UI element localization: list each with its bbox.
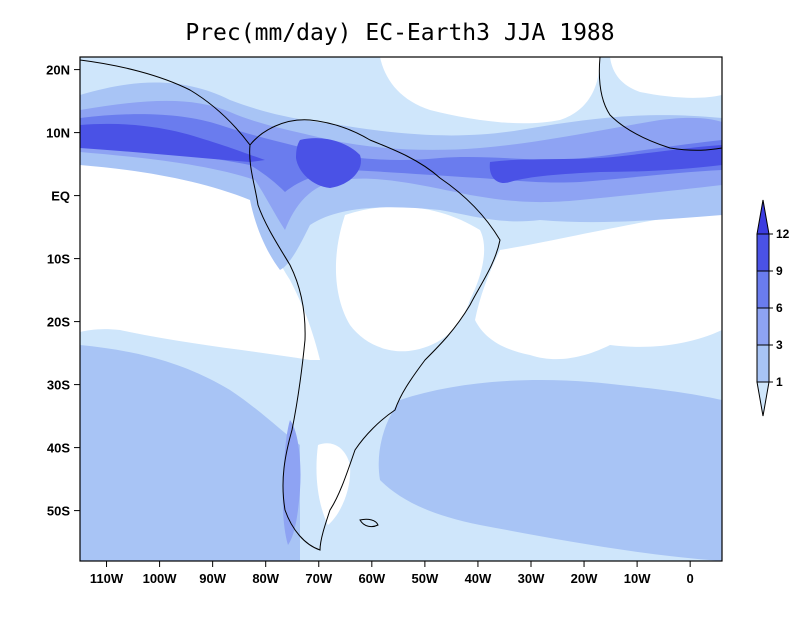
map-title: Prec(mm/day) EC-Earth3 JJA 1988 (185, 20, 614, 46)
dry-zone-brazil (335, 206, 485, 352)
colorbar-label: 1 (776, 375, 783, 389)
island-falklands (359, 518, 379, 528)
x-tick-label: 110W (90, 571, 124, 586)
colorbar: 1 3 6 9 12 (756, 199, 790, 417)
x-tick-label: 0 (687, 571, 694, 586)
x-tick-label: 40W (465, 571, 492, 586)
y-tick-label: 10S (47, 252, 70, 267)
colorbar-label: 6 (776, 301, 783, 315)
x-tick-label: 70W (305, 571, 332, 586)
map-plot-area (80, 57, 722, 561)
rain-band-southwest-pacific (80, 345, 300, 561)
x-tick-label: 60W (358, 571, 385, 586)
colorbar-segment-bottom (756, 381, 770, 417)
rain-core-venezuela (296, 138, 361, 188)
x-tick-label: 100W (143, 571, 178, 586)
coastline-south-america (249, 119, 501, 551)
y-tick-label: 20S (47, 315, 70, 330)
dry-zone-patagonia (316, 443, 351, 525)
coastline-central-america (80, 59, 251, 146)
colorbar-segment (756, 307, 770, 346)
y-tick-label: 50S (47, 504, 70, 519)
x-tick-label: 90W (199, 571, 226, 586)
dry-zone-north-atlantic (380, 57, 600, 124)
y-tick-label: 40S (47, 441, 70, 456)
colorbar-segment (756, 270, 770, 309)
x-tick-label: 30W (518, 571, 545, 586)
colorbar-segment (756, 344, 770, 383)
colorbar-label: 9 (776, 264, 783, 278)
x-tick-label: 80W (252, 571, 279, 586)
y-axis-ticks: 20N 10N EQ 10S 20S 30S 40S 50S (46, 63, 80, 519)
x-tick-label: 50W (412, 571, 439, 586)
y-tick-label: 30S (47, 378, 70, 393)
rain-core-atlantic (489, 145, 722, 184)
dry-zone-southeast-pacific (80, 160, 320, 360)
y-tick-label: 20N (46, 63, 70, 78)
map-frame (79, 56, 723, 562)
coastline-africa (598, 57, 722, 151)
dry-zone-africa (610, 57, 722, 98)
dry-zone-south-atlantic (475, 210, 722, 360)
x-axis-ticks: 110W 100W 90W 80W 70W 60W 50W 40W 30W 20W 10W 0 (90, 561, 694, 586)
x-tick-label: 10W (624, 571, 651, 586)
colorbar-label: 12 (776, 227, 790, 241)
colorbar-segment (756, 233, 770, 272)
rain-core-over-12 (80, 123, 265, 162)
rain-band-south-atlantic (378, 380, 722, 561)
colorbar-label: 3 (776, 338, 783, 352)
y-tick-label: EQ (51, 189, 70, 204)
x-tick-label: 20W (571, 571, 598, 586)
y-tick-label: 10N (46, 126, 70, 141)
colorbar-segment-top (756, 199, 770, 235)
